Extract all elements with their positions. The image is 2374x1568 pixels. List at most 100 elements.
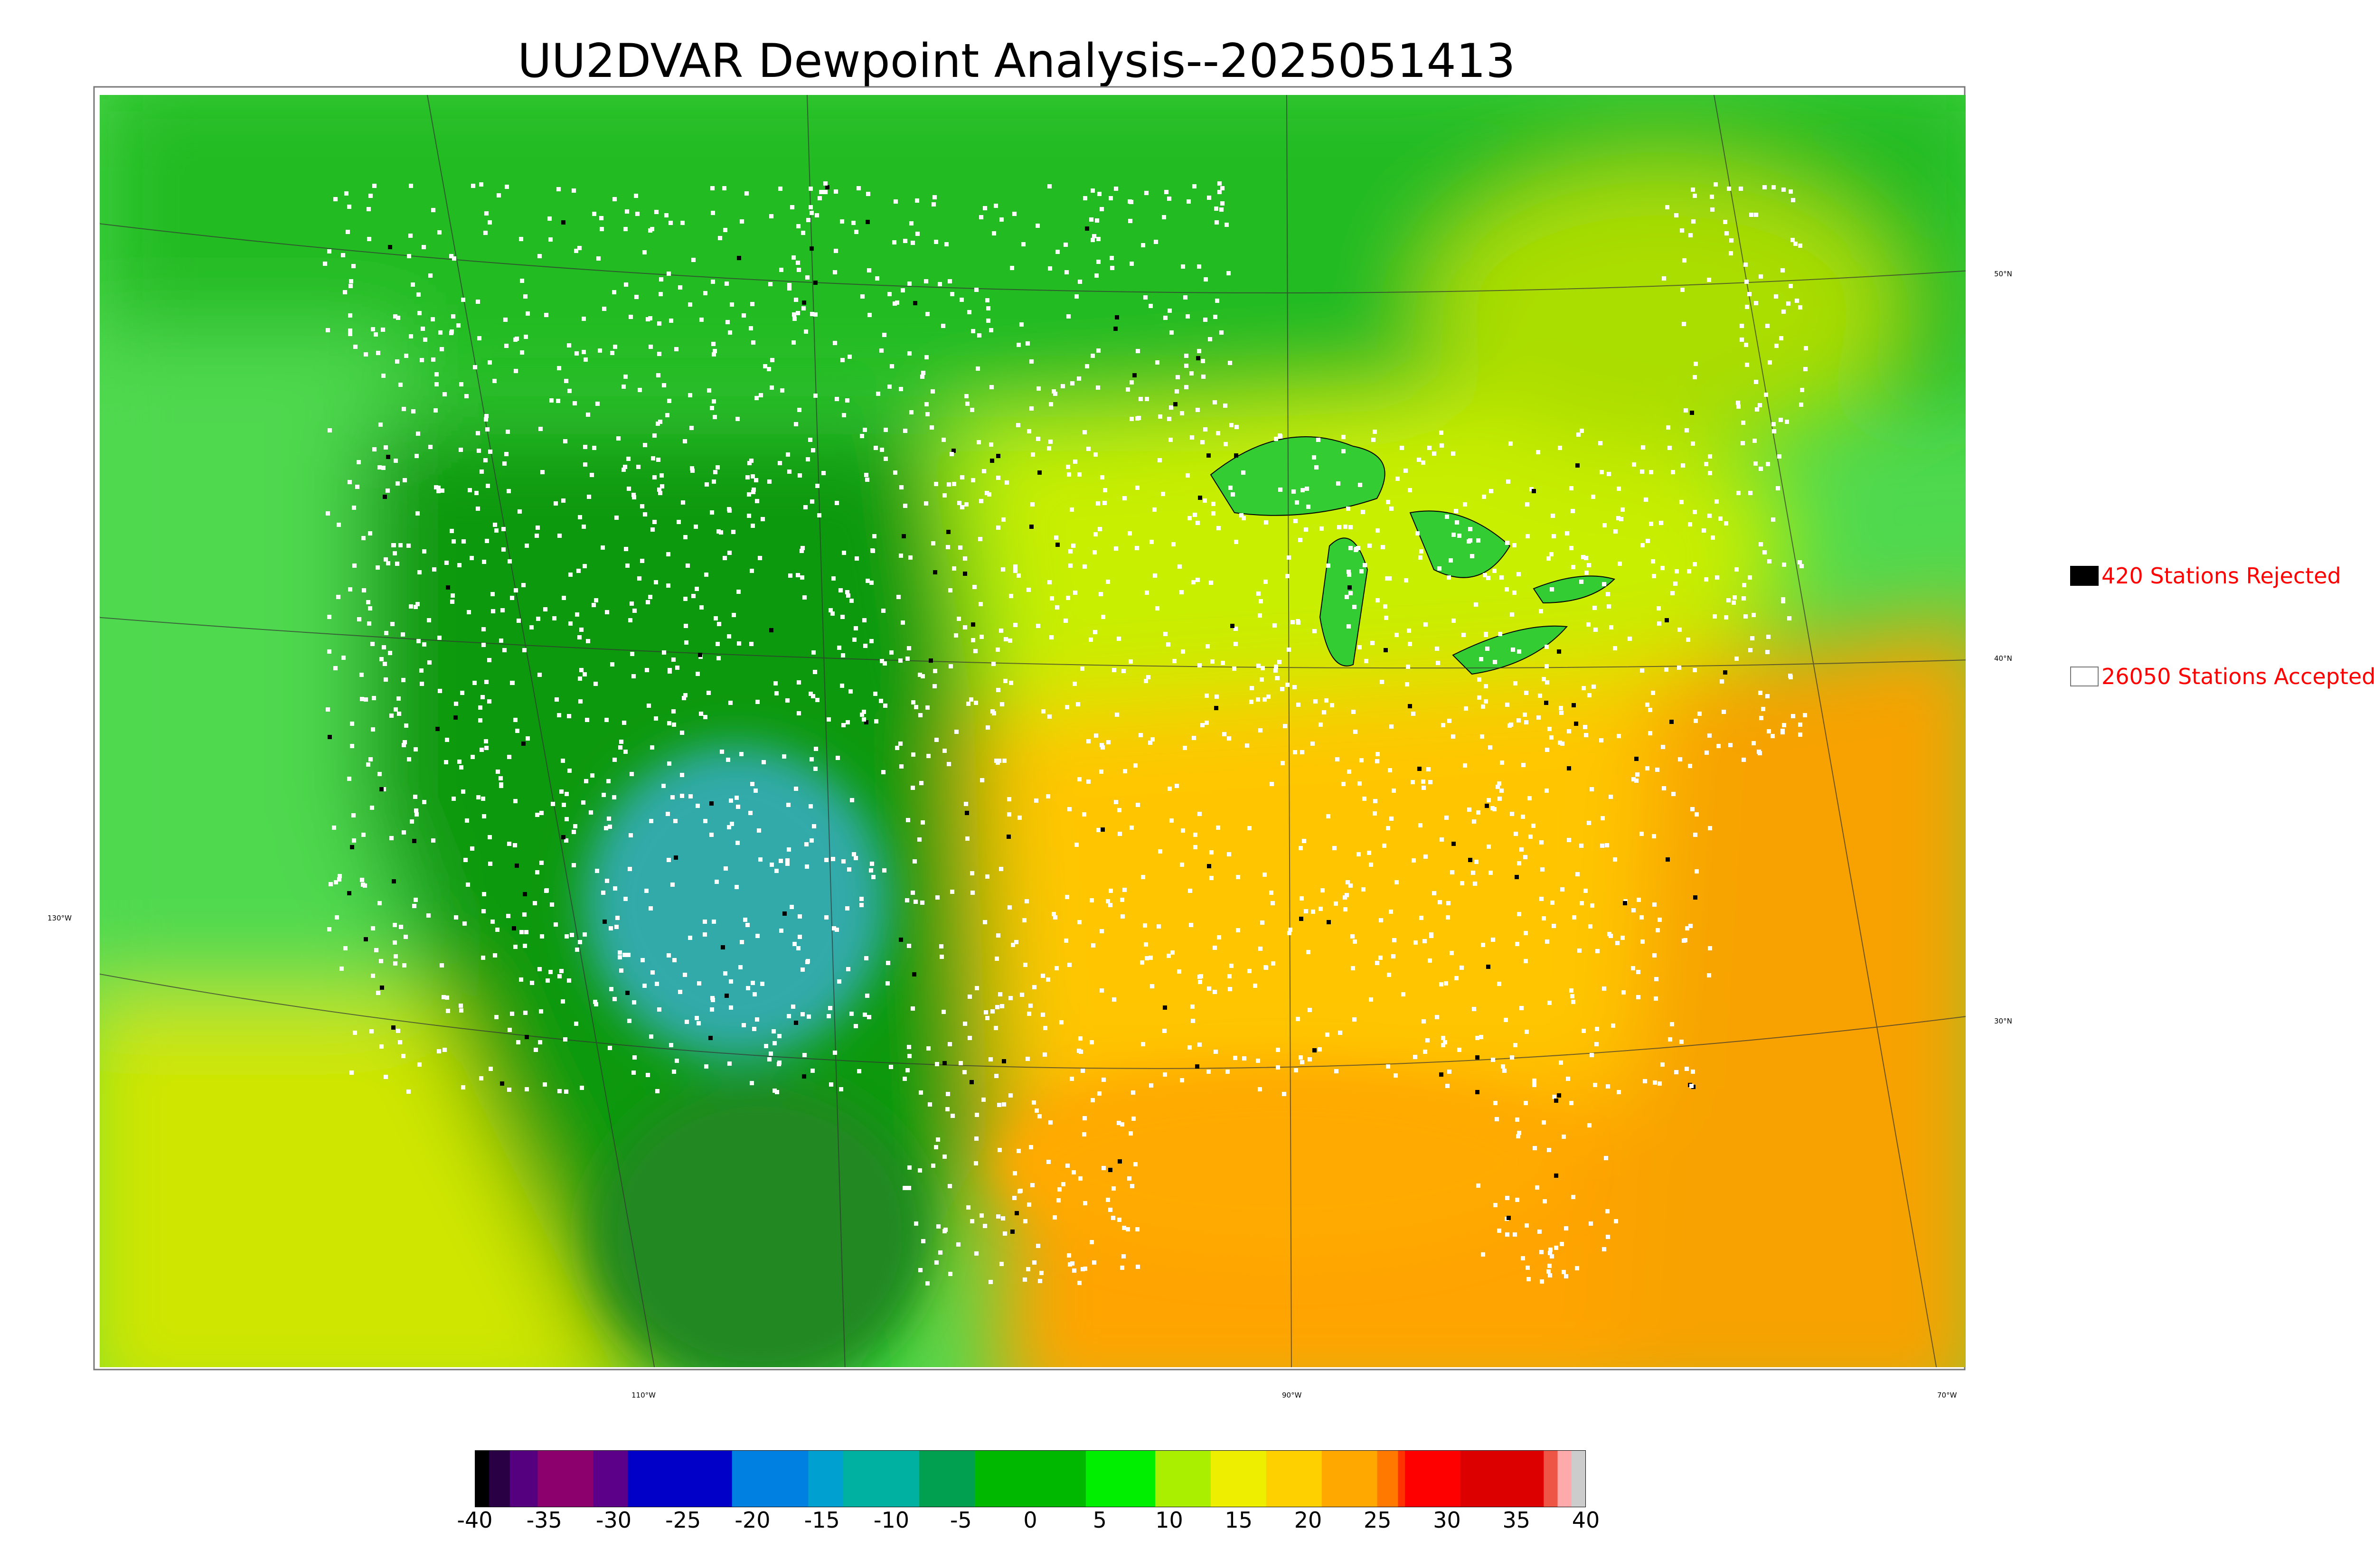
station-accepted-marker [914, 900, 918, 904]
station-accepted-marker [364, 352, 368, 357]
station-accepted-marker [1517, 1131, 1521, 1135]
station-accepted-marker [1510, 1055, 1514, 1060]
station-rejected-marker [1132, 373, 1137, 377]
station-accepted-marker [1427, 446, 1432, 450]
station-accepted-marker [1764, 393, 1768, 397]
station-accepted-marker [1589, 1221, 1593, 1226]
station-accepted-marker [1584, 556, 1588, 560]
station-accepted-marker [351, 264, 356, 268]
station-accepted-marker [882, 868, 886, 873]
station-accepted-marker [1017, 816, 1022, 820]
station-accepted-marker [1319, 526, 1324, 531]
station-accepted-marker [1645, 703, 1649, 707]
station-accepted-marker [1517, 912, 1521, 916]
station-accepted-marker [1078, 280, 1082, 284]
station-rejected-marker [364, 937, 368, 941]
station-accepted-marker [1705, 751, 1709, 755]
station-accepted-marker [1215, 695, 1219, 699]
station-accepted-marker [699, 318, 704, 322]
station-accepted-marker [1205, 694, 1209, 698]
station-accepted-marker [711, 998, 715, 1002]
station-accepted-marker [1567, 729, 1571, 733]
station-rejected-marker [1118, 1159, 1122, 1164]
station-accepted-marker [840, 358, 845, 362]
station-accepted-marker [573, 824, 577, 828]
station-accepted-marker [1569, 486, 1573, 490]
station-accepted-marker [1181, 649, 1185, 654]
station-accepted-marker [1359, 569, 1364, 573]
station-accepted-marker [1348, 883, 1353, 888]
station-accepted-marker [1477, 677, 1481, 682]
station-accepted-marker [882, 333, 886, 337]
station-accepted-marker [974, 701, 978, 705]
station-accepted-marker [510, 1012, 514, 1016]
station-accepted-marker [1047, 714, 1052, 719]
station-rejected-marker [1693, 895, 1697, 900]
station-accepted-marker [780, 388, 784, 393]
station-accepted-marker [1091, 354, 1095, 358]
station-accepted-marker [1312, 629, 1317, 633]
station-accepted-marker [543, 1082, 547, 1087]
station-accepted-marker [806, 218, 810, 222]
station-accepted-marker [1691, 1070, 1695, 1074]
station-accepted-marker [535, 870, 539, 874]
station-accepted-marker [921, 1239, 925, 1243]
station-accepted-marker [327, 249, 331, 254]
station-accepted-marker [470, 556, 474, 560]
station-accepted-marker [1715, 499, 1719, 504]
station-accepted-marker [848, 355, 852, 359]
station-accepted-marker [1313, 699, 1318, 704]
station-accepted-marker [1295, 500, 1299, 505]
station-accepted-marker [1421, 779, 1425, 784]
station-accepted-marker [1227, 974, 1232, 978]
station-accepted-marker [1678, 757, 1682, 761]
station-accepted-marker [1423, 1050, 1427, 1054]
station-accepted-marker [1475, 1036, 1479, 1040]
station-accepted-marker [578, 699, 583, 704]
station-accepted-marker [1090, 1240, 1094, 1244]
station-accepted-marker [936, 1137, 940, 1142]
station-accepted-marker [767, 1057, 772, 1061]
station-accepted-marker [668, 668, 672, 672]
station-accepted-marker [1169, 330, 1174, 335]
station-accepted-marker [1634, 779, 1639, 783]
station-rejected-marker [515, 864, 519, 868]
station-accepted-marker [942, 1010, 946, 1014]
station-accepted-marker [1582, 686, 1586, 690]
station-accepted-marker [677, 520, 681, 524]
station-accepted-marker [1510, 812, 1514, 816]
station-accepted-marker [957, 501, 961, 505]
station-accepted-marker [350, 722, 354, 726]
station-rejected-marker [802, 1074, 806, 1079]
station-accepted-marker [1186, 473, 1190, 478]
station-accepted-marker [1617, 487, 1621, 491]
station-accepted-marker [612, 290, 616, 294]
station-accepted-marker [1759, 467, 1763, 471]
station-accepted-marker [1489, 489, 1493, 493]
station-rejected-marker [963, 572, 967, 576]
station-accepted-marker [449, 254, 453, 258]
station-accepted-marker [622, 721, 626, 725]
station-accepted-marker [403, 740, 407, 744]
station-accepted-marker [327, 649, 331, 654]
station-rejected-marker [1567, 766, 1571, 770]
station-accepted-marker [1761, 707, 1765, 711]
station-accepted-marker [1378, 956, 1383, 960]
station-accepted-marker [1002, 759, 1007, 763]
station-accepted-marker [964, 394, 969, 398]
colorbar [475, 1450, 1586, 1507]
station-accepted-marker [884, 457, 888, 461]
station-accepted-marker [813, 312, 818, 317]
station-rejected-marker [328, 735, 332, 739]
station-accepted-marker [1242, 1056, 1246, 1061]
station-accepted-marker [932, 202, 936, 207]
station-accepted-marker [1532, 1079, 1536, 1083]
station-accepted-marker [519, 977, 523, 982]
station-accepted-marker [1007, 797, 1011, 801]
colorbar-tick-label: -5 [950, 1507, 972, 1533]
station-accepted-marker [1083, 430, 1087, 434]
station-accepted-marker [643, 443, 647, 447]
station-accepted-marker [1208, 337, 1212, 341]
station-accepted-marker [599, 216, 603, 220]
station-accepted-marker [1693, 375, 1697, 379]
